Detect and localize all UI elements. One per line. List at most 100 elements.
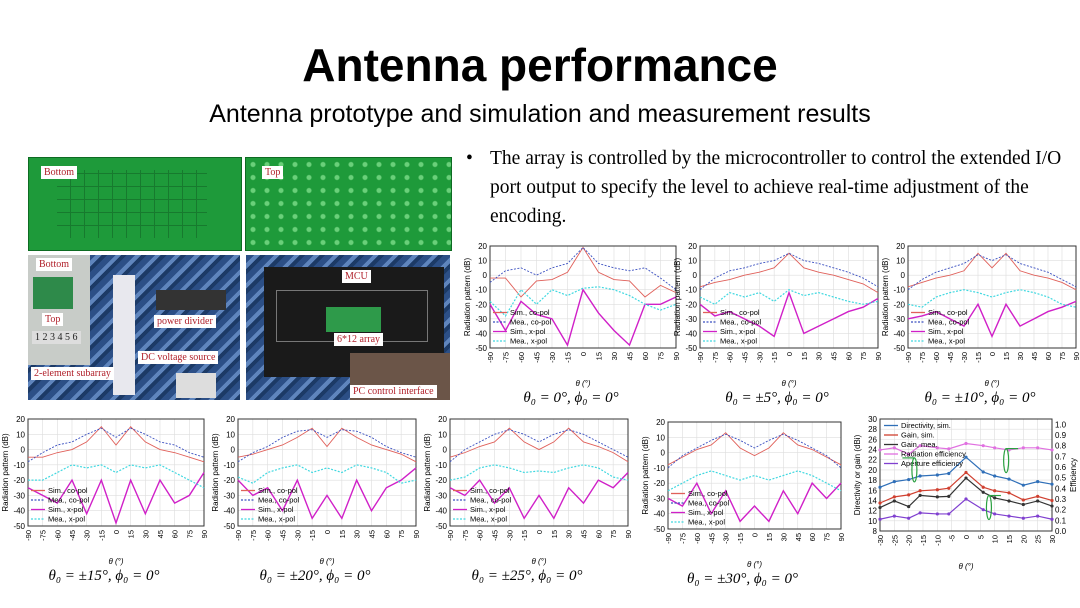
- data-point: [993, 512, 997, 516]
- axis-pointer-icon: [985, 494, 993, 521]
- y-tick-label: -20: [893, 300, 905, 309]
- y-tick-label: 14: [868, 496, 877, 505]
- y-tick-label: -30: [13, 491, 25, 500]
- legend-label: Sim., x-pol: [48, 505, 84, 514]
- x-axis-label: θ (°): [747, 560, 762, 569]
- x-tick-label: -30: [293, 530, 302, 541]
- y-tick-label: -30: [223, 491, 235, 500]
- y2-tick-label: 0.0: [1055, 527, 1067, 536]
- data-point: [993, 489, 997, 493]
- y2-tick-label: 0.4: [1055, 484, 1067, 493]
- x-tick-label: -75: [711, 352, 720, 363]
- x-tick-label: 75: [185, 530, 194, 538]
- y-tick-label: -10: [685, 286, 697, 295]
- y-tick-label: 26: [868, 435, 877, 444]
- y-tick-label: 22: [868, 456, 877, 465]
- y-tick-label: -10: [223, 461, 235, 470]
- legend-label: Sim., x-pol: [470, 505, 506, 514]
- caption-5deg: θ₀ = ±5°, ϕ₀ = 0°: [725, 390, 829, 406]
- y-tick-label: 10: [688, 257, 697, 266]
- x-tick-label: 45: [368, 530, 377, 538]
- y-tick-label: -40: [475, 329, 487, 338]
- series-line: [449, 429, 629, 463]
- series-line: [907, 254, 1077, 291]
- y-tick-label: 20: [438, 415, 447, 424]
- y-tick-label: -20: [223, 476, 235, 485]
- data-point: [993, 496, 997, 500]
- data-point: [892, 446, 896, 450]
- chart-svg: 20 10 0 -10 -20 -30 -40 -50-90 -75 -60 -45 -30 -15 0 1…: [423, 415, 633, 566]
- y-tick-label: 8: [873, 527, 878, 536]
- x-tick-label: 60: [594, 530, 603, 538]
- x-tick-label: -90: [696, 352, 705, 363]
- x-tick-label: -90: [664, 533, 673, 544]
- x-tick-label: 60: [641, 352, 650, 360]
- y-tick-label: 0: [901, 271, 906, 280]
- data-point: [1007, 514, 1011, 518]
- data-point: [1007, 477, 1011, 481]
- y2-tick-label: 0.8: [1055, 442, 1067, 451]
- legend-label: Mea., x-pol: [720, 337, 757, 346]
- x-tick-label: -45: [533, 352, 542, 363]
- legend-label: Mea., co-pol: [720, 318, 762, 327]
- x-tick-label: -75: [461, 530, 470, 541]
- y-tick-label: -40: [893, 329, 905, 338]
- plot-frame: [907, 245, 1077, 349]
- data-point: [918, 493, 922, 497]
- data-point: [1007, 491, 1011, 495]
- x-tick-label: 15: [550, 530, 559, 538]
- x-tick-label: -75: [502, 352, 511, 363]
- data-point: [1050, 482, 1054, 486]
- data-point: [892, 514, 896, 518]
- data-point: [918, 474, 922, 478]
- series-line: [907, 252, 1077, 291]
- data-point: [1050, 517, 1054, 521]
- y-tick-label: -10: [435, 461, 447, 470]
- data-point: [981, 508, 985, 512]
- x-tick-label: 90: [1072, 352, 1080, 360]
- x-tick-label: -30: [960, 352, 969, 363]
- series-line: [667, 481, 842, 523]
- x-axis-label: θ (°): [108, 557, 123, 566]
- y2-tick-label: 0.2: [1055, 506, 1067, 515]
- data-point: [947, 471, 951, 476]
- data-point: [964, 476, 968, 480]
- x-tick-label: -75: [39, 530, 48, 541]
- pattern-chart-20deg: 20 10 0 -10 -20 -30 -40 -50 -90 -75 -60 -45 -30 -15 0 1…: [210, 413, 421, 568]
- y-axis-label: Radiation pattern (dB): [641, 436, 650, 515]
- y-tick-label: -40: [13, 507, 25, 516]
- bullet-icon: •: [466, 148, 473, 169]
- data-point: [947, 494, 951, 498]
- series-line: [490, 246, 677, 298]
- x-tick-label: 10: [991, 535, 1000, 543]
- gain-efficiency-chart: 8 10 12 14 16 18 20 22 24 26 28 30 -30 -25 -20 -15 -10 -5…: [852, 413, 1080, 573]
- data-point: [1021, 498, 1025, 502]
- data-point: [878, 501, 882, 505]
- x-tick-label: 0: [535, 530, 544, 534]
- legend-label: Sim., x-pol: [928, 327, 964, 336]
- data-point: [981, 485, 985, 489]
- data-point: [947, 486, 951, 490]
- label-setup-top: Top: [42, 313, 64, 326]
- data-point: [1036, 499, 1040, 503]
- x-tick-label: -5: [948, 535, 957, 542]
- data-point: [892, 480, 896, 484]
- y-tick-label: 20: [16, 415, 25, 424]
- data-point: [935, 446, 939, 450]
- x-tick-label: 0: [579, 352, 588, 356]
- x-tick-label: 60: [171, 530, 180, 538]
- x-tick-label: 0: [785, 352, 794, 356]
- x-tick-label: 45: [1030, 352, 1039, 360]
- series-line: [699, 252, 879, 291]
- data-point: [1036, 446, 1040, 450]
- y-tick-label: 16: [868, 486, 877, 495]
- axis-pointer-icon: [1003, 447, 1010, 474]
- pattern-chart-0deg: 20 10 0 -10 -20 -30 -40 -50 -90 -75 -60 -45 -30 -15 0 1…: [462, 240, 681, 390]
- x-tick-label: 60: [844, 352, 853, 360]
- x-tick-label: -30: [548, 352, 557, 363]
- y-tick-label: -10: [653, 464, 665, 473]
- x-tick-label: -90: [446, 530, 455, 541]
- y2-tick-label: 0.1: [1055, 516, 1067, 525]
- data-point: [1021, 502, 1025, 507]
- series-line: [237, 429, 417, 463]
